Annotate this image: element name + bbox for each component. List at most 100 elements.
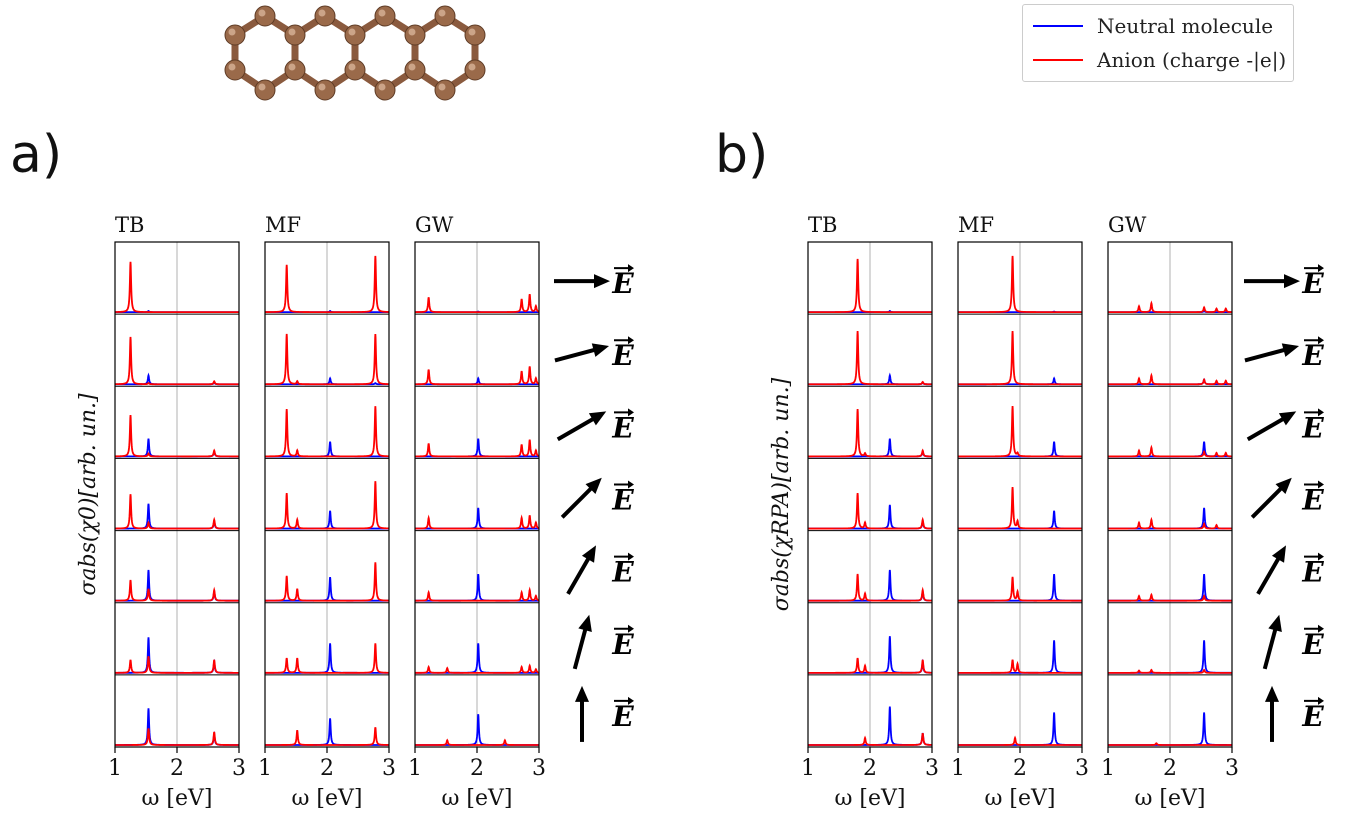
field-arrow-head: [581, 545, 596, 563]
field-arrow-shaft: [1250, 483, 1287, 519]
molecule-atom-highlight: [438, 9, 446, 17]
vector-bar-head: [628, 408, 634, 417]
molecule-atom-highlight: [318, 83, 326, 91]
field-label: E: [1301, 267, 1324, 300]
vector-bar-head: [628, 480, 634, 489]
field-arrow-head: [578, 614, 592, 633]
field-arrow-shaft: [1246, 414, 1289, 442]
field-arrow-90deg: E: [575, 685, 634, 742]
field-arrow-head: [1284, 274, 1300, 289]
field-label: E: [1301, 339, 1324, 372]
field-arrow-45deg: E: [560, 477, 634, 519]
x-axis-label: ω [eV]: [141, 786, 212, 811]
panel-label-b: b): [715, 125, 769, 185]
panel-b: TB 1 2 3 ω [eV] MF 1 2 3 ω [eV] GW 1 2 3 ω [eV] σabs(χR…: [769, 213, 1324, 811]
anion-spectrum-line: [115, 414, 239, 458]
legend-item-neutral: Neutral molecule: [1033, 11, 1273, 41]
anion-spectrum-line: [265, 255, 389, 314]
anion-spectrum-line: [958, 576, 1082, 602]
molecule-atom-highlight: [318, 9, 326, 17]
field-label: E: [611, 339, 634, 372]
anion-spectrum-line: [1108, 742, 1232, 746]
anion-spectrum-line: [808, 657, 932, 674]
molecule-image: [224, 5, 486, 101]
anion-spectrum-line: [415, 294, 540, 314]
subplot-mf: MF 1 2 3 ω [eV]: [258, 213, 396, 811]
x-tick-label: 3: [532, 756, 546, 781]
x-tick-label: 2: [863, 756, 877, 781]
field-arrow-45deg: E: [1250, 477, 1324, 519]
field-arrow-30deg: E: [556, 408, 634, 444]
anion-spectrum-line: [958, 735, 1082, 746]
field-label: E: [1301, 556, 1324, 589]
x-axis-label: ω [eV]: [291, 786, 362, 811]
subplot-title: GW: [415, 213, 454, 237]
x-tick-label: 1: [951, 756, 965, 781]
x-tick-label: 1: [258, 756, 272, 781]
field-arrow-head: [591, 343, 610, 357]
anion-spectrum-line: [808, 573, 932, 602]
anion-spectrum-line: [1108, 516, 1232, 530]
molecule-atom-highlight: [408, 63, 416, 71]
vector-bar-head: [1318, 480, 1324, 489]
x-axis-label: ω [eV]: [441, 786, 512, 811]
panel-label-a: a): [10, 125, 63, 185]
x-tick-label: 2: [1163, 756, 1177, 781]
field-label: E: [1301, 628, 1324, 661]
subplot-tb: TB 1 2 3 ω [eV]: [108, 213, 246, 811]
anion-spectrum-line: [808, 409, 933, 458]
field-arrow-head: [575, 685, 589, 702]
field-label: E: [611, 267, 634, 300]
field-arrow-shaft: [1262, 623, 1279, 670]
molecule-atom-highlight: [258, 9, 266, 17]
field-arrow-head: [594, 274, 610, 289]
field-arrow-90deg: E: [1265, 685, 1324, 742]
anion-spectrum-line: [1108, 300, 1232, 314]
legend-line-anion: [1033, 59, 1083, 61]
anion-spectrum-line: [808, 732, 932, 746]
field-arrow-head: [588, 411, 607, 426]
x-tick-label: 2: [1013, 756, 1027, 781]
vector-bar-head: [628, 624, 634, 633]
anion-spectrum-line: [265, 562, 390, 602]
legend-item-anion: Anion (charge -|e|): [1033, 45, 1286, 75]
anion-spectrum-line: [265, 406, 390, 458]
molecule-atom-highlight: [228, 63, 236, 71]
x-tick-label: 3: [925, 756, 939, 781]
anion-spectrum-line: [1108, 668, 1232, 674]
anion-spectrum-line: [808, 492, 932, 530]
x-tick-label: 3: [232, 756, 246, 781]
vector-bar-head: [1318, 336, 1324, 345]
anion-spectrum-line: [265, 727, 390, 746]
subplot-gw: GW 1 2 3 ω [eV]: [408, 213, 546, 811]
vector-bar-head: [628, 264, 634, 273]
legend-line-neutral: [1033, 25, 1083, 27]
field-label: E: [611, 411, 634, 444]
anion-spectrum-line: [415, 366, 540, 386]
field-arrow-shaft: [554, 346, 600, 363]
molecule-atom-highlight: [288, 28, 296, 36]
molecule-atom-highlight: [348, 28, 356, 36]
field-arrow-0deg: E: [1244, 264, 1324, 300]
y-axis-label: σabs(χ0)[arb. un.]: [76, 393, 101, 596]
x-tick-label: 2: [320, 756, 334, 781]
x-tick-label: 2: [170, 756, 184, 781]
anion-spectrum-line: [415, 586, 540, 602]
anion-spectrum-line: [958, 255, 1082, 314]
field-arrow-60deg: E: [1256, 545, 1324, 595]
field-label: E: [1301, 411, 1324, 444]
anion-spectrum-line: [415, 514, 540, 530]
anion-spectrum-line: [1108, 372, 1232, 386]
anion-spectrum-line: [1108, 592, 1232, 602]
field-label: E: [611, 700, 634, 733]
molecule-atom-highlight: [258, 83, 266, 91]
x-tick-label: 3: [1225, 756, 1239, 781]
x-axis-label: ω [eV]: [1134, 786, 1205, 811]
field-label: E: [611, 556, 634, 589]
x-tick-label: 1: [801, 756, 815, 781]
molecule-atom-highlight: [468, 63, 476, 71]
anion-spectrum-line: [808, 330, 933, 386]
field-arrow-shaft: [556, 414, 599, 442]
anion-spectrum-line: [115, 656, 239, 674]
field-arrow-head: [1281, 343, 1300, 357]
